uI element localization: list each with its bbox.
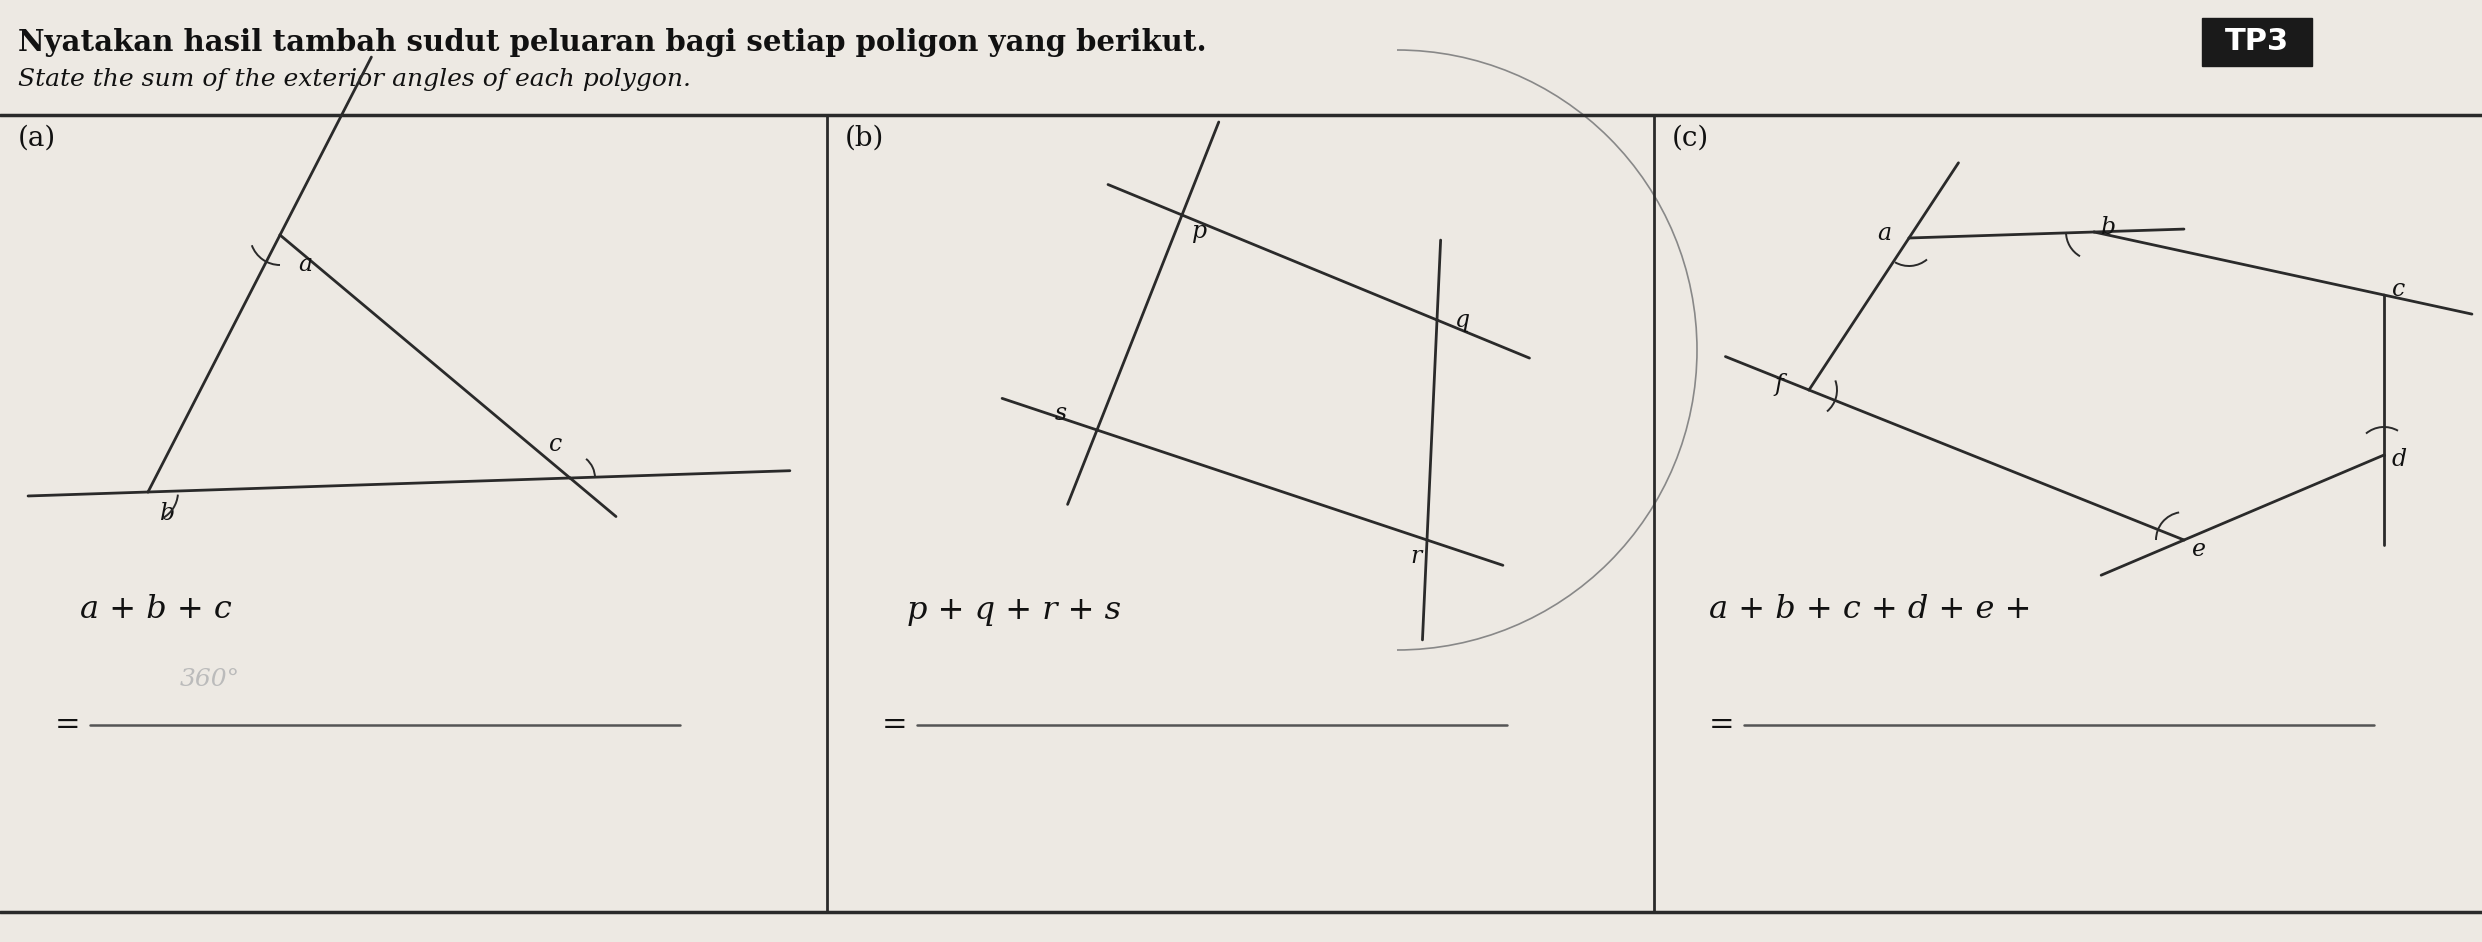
Text: a: a bbox=[298, 253, 313, 276]
Text: TP3: TP3 bbox=[2224, 27, 2288, 57]
Text: =: = bbox=[55, 709, 79, 740]
Text: p: p bbox=[1191, 220, 1206, 243]
Text: (a): (a) bbox=[17, 125, 57, 152]
Text: q: q bbox=[1454, 308, 1469, 332]
Text: p + q + r + s: p + q + r + s bbox=[906, 594, 1122, 625]
Text: e: e bbox=[2192, 539, 2206, 561]
Text: =: = bbox=[881, 709, 908, 740]
Text: b: b bbox=[159, 502, 176, 525]
Text: c: c bbox=[2393, 279, 2405, 301]
Text: 360°: 360° bbox=[181, 669, 241, 691]
Text: (c): (c) bbox=[1673, 125, 1710, 152]
Text: =: = bbox=[1710, 709, 1735, 740]
Bar bbox=[2202, 18, 2313, 66]
Text: d: d bbox=[2393, 448, 2408, 472]
Text: a + b + c: a + b + c bbox=[79, 594, 231, 625]
Text: r: r bbox=[1410, 545, 1422, 568]
Text: a + b + c + d + e +: a + b + c + d + e + bbox=[1710, 594, 2030, 625]
Text: (b): (b) bbox=[844, 125, 884, 152]
Text: f: f bbox=[1775, 373, 1785, 397]
Text: State the sum of the exterior angles of each polygon.: State the sum of the exterior angles of … bbox=[17, 68, 690, 91]
Text: s: s bbox=[1055, 402, 1067, 425]
Text: c: c bbox=[549, 433, 561, 456]
Text: a: a bbox=[1876, 221, 1891, 245]
Text: Nyatakan hasil tambah sudut peluaran bagi setiap poligon yang berikut.: Nyatakan hasil tambah sudut peluaran bag… bbox=[17, 28, 1206, 57]
Text: b: b bbox=[2102, 216, 2117, 238]
